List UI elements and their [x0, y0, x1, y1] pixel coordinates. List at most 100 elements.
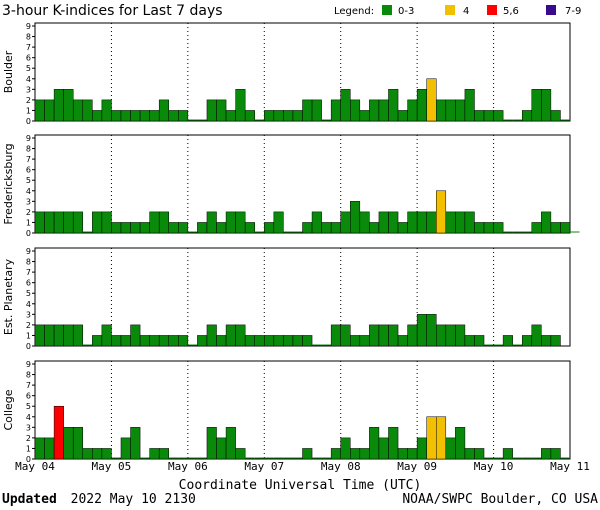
y-tick-label: 3 [26, 197, 31, 206]
y-tick-label: 8 [26, 33, 31, 42]
legend-swatch-0-3 [382, 5, 392, 15]
k-bar [44, 437, 55, 460]
y-tick-label: 0 [26, 229, 31, 238]
k-bar [330, 222, 341, 234]
k-bar [254, 335, 265, 347]
k-bar [397, 222, 408, 234]
k-bar [225, 211, 236, 234]
k-bar [369, 99, 380, 122]
y-tick-label: 5 [26, 64, 31, 73]
y-tick-label: 9 [26, 134, 31, 143]
k-bar [44, 99, 55, 122]
y-tick-label: 4 [26, 187, 31, 196]
y-tick-label: 6 [26, 54, 31, 63]
k-bar [426, 314, 437, 347]
y-tick-label: 2 [26, 208, 31, 217]
y-tick-label: 1 [26, 106, 31, 115]
k-bar [445, 211, 456, 234]
k-bar [378, 99, 389, 122]
k-bar [120, 335, 131, 347]
y-tick-label: 5 [26, 176, 31, 185]
k-bar [72, 427, 84, 460]
k-bar [82, 99, 93, 122]
k-bar [311, 99, 322, 122]
y-tick-label: 6 [26, 279, 31, 288]
k-bar [120, 110, 131, 122]
y-tick-label: 9 [26, 360, 31, 369]
y-tick-label: 4 [26, 413, 31, 422]
k-bar [550, 448, 561, 460]
k-bar [34, 99, 45, 122]
k-bar [111, 110, 122, 122]
k-bar [464, 448, 475, 460]
k-bar [206, 324, 217, 347]
k-bar [101, 99, 112, 122]
k-bar [53, 89, 64, 122]
k-bar [330, 448, 341, 460]
k-bar [426, 78, 437, 122]
chart-title: 3-hour K-indices for Last 7 days [2, 3, 223, 19]
k-bar [502, 335, 513, 347]
footer-updated: Updated 2022 May 10 2130 [2, 492, 196, 507]
k-bar [235, 89, 246, 122]
k-bar [369, 324, 380, 347]
k-bar [378, 437, 389, 460]
k-bar [407, 448, 418, 460]
y-tick-label: 7 [26, 155, 31, 164]
y-tick-label: 7 [26, 43, 31, 52]
k-bar [416, 211, 427, 234]
y-tick-label: 7 [26, 268, 31, 277]
k-bar [264, 110, 275, 122]
k-bar [436, 99, 447, 122]
k-bar [216, 437, 227, 460]
k-bar [92, 448, 103, 460]
y-tick-label: 1 [26, 444, 31, 453]
y-tick-label: 6 [26, 392, 31, 401]
legend: Legend: 0-3 4 5,6 7-9 [334, 5, 581, 17]
k-bar [474, 335, 485, 347]
k-bar [302, 448, 313, 460]
k-bar [120, 222, 131, 234]
k-bar [206, 211, 217, 234]
k-bar [340, 324, 351, 347]
k-bar [273, 110, 284, 122]
k-bar [130, 324, 141, 347]
legend-label-0-3: 0-3 [398, 6, 414, 17]
k-bar [149, 110, 160, 122]
k-bar [34, 437, 45, 460]
k-bar [139, 335, 150, 347]
k-bar [445, 324, 456, 347]
k-bar [53, 405, 64, 460]
y-tick-label: 9 [26, 22, 31, 31]
y-tick-label: 3 [26, 310, 31, 319]
k-bar [53, 211, 64, 234]
legend-swatch-5-6 [487, 5, 497, 15]
y-tick-label: 2 [26, 321, 31, 330]
x-tick-label: May 08 [321, 460, 361, 473]
k-bar [283, 110, 294, 122]
legend-label-4: 4 [463, 6, 469, 17]
k-bar [474, 110, 485, 122]
k-bar [397, 110, 408, 122]
k-bar [130, 222, 141, 234]
k-bar [168, 335, 179, 347]
k-bar [92, 211, 103, 234]
k-bar [483, 110, 494, 122]
panel-label: Boulder [2, 50, 15, 93]
k-bar [541, 335, 552, 347]
k-bar [359, 448, 370, 460]
k-bar [350, 201, 361, 234]
k-bar [101, 324, 112, 347]
k-bar [436, 324, 447, 347]
k-bar [493, 110, 504, 122]
k-bar [416, 89, 427, 122]
k-bar [340, 211, 351, 234]
k-bar [34, 211, 45, 234]
k-bar [72, 211, 84, 234]
panel-label: College [2, 389, 15, 430]
y-tick-label: 4 [26, 75, 31, 84]
k-bar [283, 335, 294, 347]
k-bar [359, 211, 370, 234]
legend-title: Legend: [334, 6, 374, 17]
y-tick-label: 8 [26, 145, 31, 154]
